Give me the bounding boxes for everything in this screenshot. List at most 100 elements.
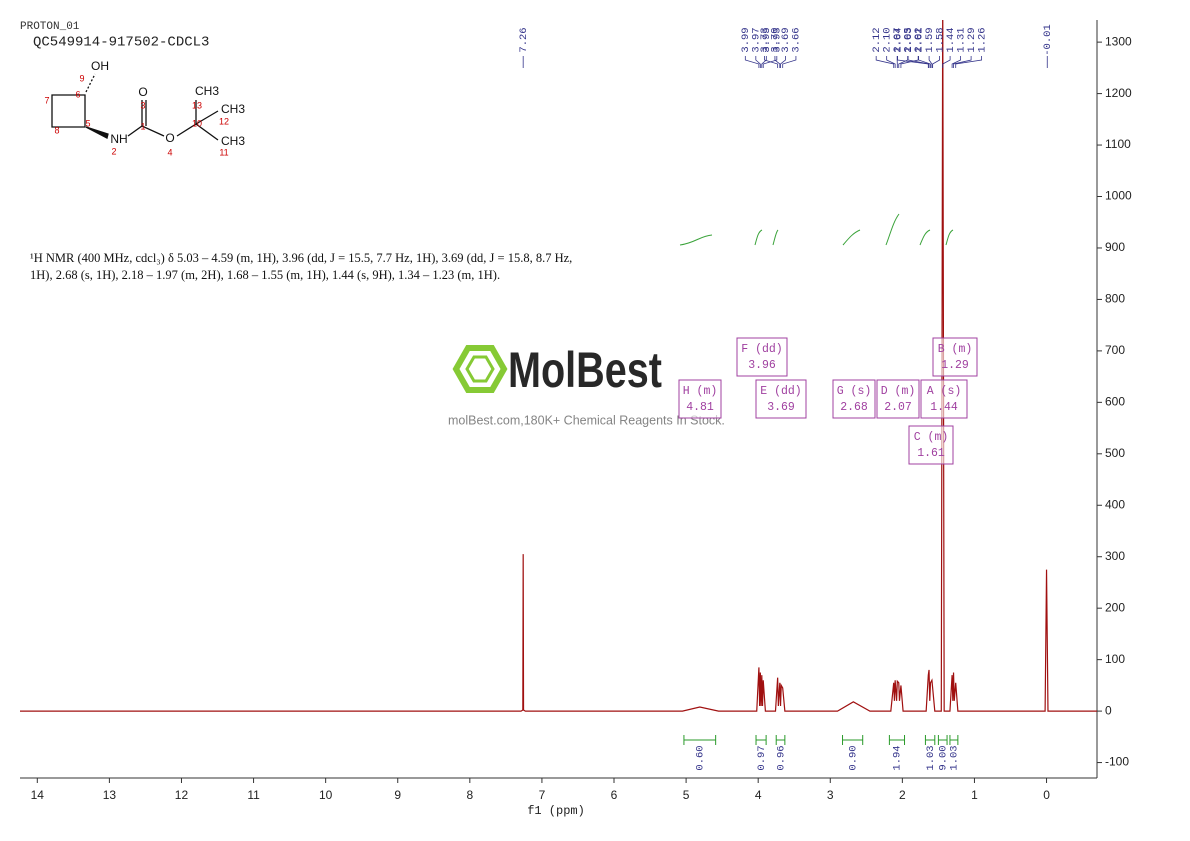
x-tick-label: 11 <box>247 788 260 802</box>
y-tick-label: 0 <box>1105 703 1112 717</box>
atom-label: CH3 <box>195 84 219 98</box>
y-tick-label: 100 <box>1105 652 1125 666</box>
integral-value: 0.60 <box>695 745 707 770</box>
multiplet-box <box>932 337 978 377</box>
x-tick-label: 9 <box>394 788 401 802</box>
peak-label: 3.99 <box>740 27 752 52</box>
peak-label-leader <box>928 56 933 68</box>
integral-curve <box>842 213 954 246</box>
peak-label: 3.70 <box>770 27 782 52</box>
peak-label-leader <box>755 56 761 68</box>
sample-name: QC549914-917502-CDCL3 <box>33 35 209 51</box>
integral-value: 1.03 <box>925 745 937 770</box>
multiplet-name: H (m) <box>683 385 718 398</box>
integral-bracket <box>949 735 959 745</box>
integral-value: 0.96 <box>775 745 787 770</box>
peak-label-leader <box>900 56 919 68</box>
y-tick-label: 600 <box>1105 395 1125 409</box>
watermark-tagline: molBest.com,180K+ Chemical Reagents In S… <box>448 413 725 427</box>
multiplet-shift: 4.81 <box>686 401 714 414</box>
peak-label-leader <box>898 56 909 68</box>
peak-label: 3.95 <box>761 27 773 52</box>
atom-label: 9 <box>79 73 84 83</box>
peak-label-leader <box>761 56 767 68</box>
integral-value: 0.90 <box>847 745 859 770</box>
multiplet-shift: 3.96 <box>748 359 776 372</box>
atom-label: 7 <box>44 95 49 105</box>
program-name: PROTON_01 <box>20 21 80 33</box>
multiplet-box <box>832 379 876 419</box>
peak-label: 3.69 <box>780 27 792 52</box>
peak-label: 2.10 <box>881 27 893 52</box>
integral-bracket <box>683 735 717 745</box>
y-tick-label: 1100 <box>1105 137 1131 151</box>
x-tick-label: 3 <box>827 788 834 802</box>
multiplet-box <box>908 425 954 465</box>
peak-label: 1.31 <box>955 27 967 52</box>
peak-label: 1.58 <box>934 27 946 52</box>
multiplet-box <box>876 379 920 419</box>
peak-label-leader <box>875 56 895 68</box>
peak-label-leader <box>953 56 972 68</box>
multiplet-box <box>736 337 788 377</box>
x-tick-label: 4 <box>755 788 762 802</box>
atom-label: OH <box>91 59 109 73</box>
integral-value: 0.97 <box>756 745 768 770</box>
peak-label-leader <box>907 56 930 68</box>
y-tick-label: 700 <box>1105 343 1125 357</box>
x-tick-label: 14 <box>31 788 45 802</box>
y-tick-label: 900 <box>1105 240 1125 254</box>
x-tick-label: 12 <box>175 788 189 802</box>
peak-label: 1.29 <box>966 27 978 52</box>
peak-label: 1.44 <box>945 27 957 52</box>
integral-bracket <box>775 735 786 745</box>
peak-label-leader <box>744 56 760 68</box>
peak-label-leader <box>886 56 896 68</box>
x-tick-label: 7 <box>539 788 546 802</box>
peak-label-leader <box>897 56 929 68</box>
peak-label-leader <box>955 56 983 68</box>
integral-value: 1.03 <box>949 745 961 770</box>
multiplet-name: G (s) <box>837 385 872 398</box>
atom-label: 13 <box>192 100 202 110</box>
atom-label: NH <box>110 132 127 146</box>
y-tick-label: 500 <box>1105 446 1125 460</box>
integral-bracket <box>888 735 906 745</box>
peak-label: -0.01 <box>1042 24 1054 56</box>
peak-label: 1.64 <box>892 27 904 52</box>
wedge-bond <box>85 126 109 139</box>
atom-label: 5 <box>85 118 90 128</box>
integral-bracket <box>924 735 936 745</box>
multiplet-shift: 2.68 <box>840 401 868 414</box>
ring-bonds <box>51 94 86 128</box>
y-tick-label: 400 <box>1105 497 1125 511</box>
multiplet-box <box>755 379 807 419</box>
x-tick-label: 10 <box>319 788 333 802</box>
x-tick-label: 0 <box>1043 788 1050 802</box>
integral-value: 9.00 <box>938 745 950 770</box>
chain-bonds <box>127 100 219 141</box>
spectrum-area <box>20 20 1097 712</box>
x-axis-label: f1 (ppm) <box>527 804 585 818</box>
atom-label: CH3 <box>221 134 245 148</box>
x-tick-label: 5 <box>683 788 690 802</box>
peak-label: 7.26 <box>518 27 530 52</box>
x-tick-label: 2 <box>899 788 906 802</box>
peak-label: 3.66 <box>791 27 803 52</box>
atom-label: 11 <box>219 147 228 157</box>
y-tick-label: -100 <box>1105 755 1129 769</box>
peak-label-leader <box>764 56 779 68</box>
integral-bracket <box>755 735 767 745</box>
atom-label: O <box>165 131 174 145</box>
y-tick-label: 300 <box>1105 549 1125 563</box>
integral-curves <box>679 213 954 246</box>
multiplet-box <box>920 379 968 419</box>
y-tick-label: 800 <box>1105 292 1125 306</box>
multiplet-name: A (s) <box>927 385 962 398</box>
peak-label: 3.97 <box>751 27 763 52</box>
x-tick-label: 6 <box>611 788 618 802</box>
peak-label-leader <box>942 56 951 68</box>
multiplet-name: D (m) <box>881 385 916 398</box>
watermark-logo <box>452 345 508 393</box>
